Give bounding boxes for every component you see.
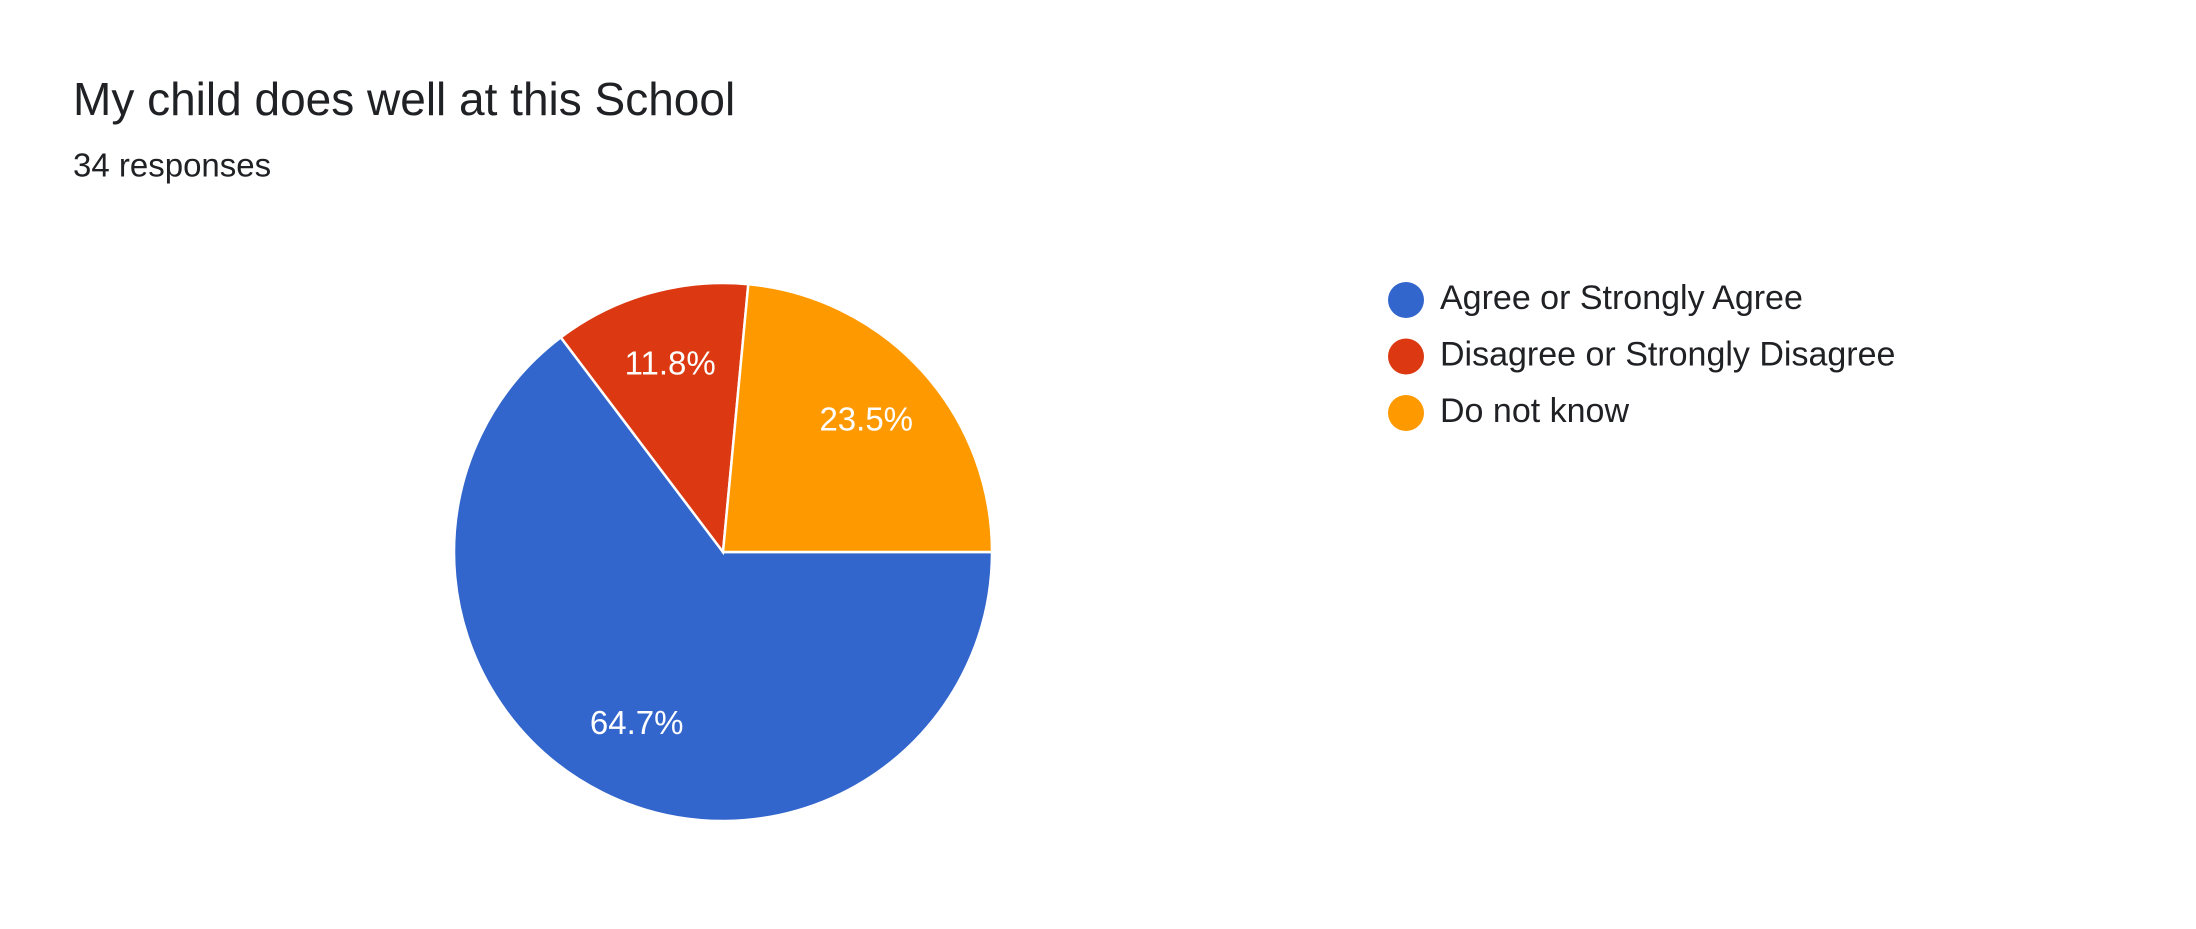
- legend-label: Do not know: [1440, 392, 1629, 430]
- data-label: 64.7%: [590, 704, 684, 741]
- chart-subtitle: 34 responses: [73, 147, 271, 184]
- legend-marker: [1388, 338, 1424, 375]
- data-label: 23.5%: [819, 400, 913, 437]
- legend-marker: [1388, 395, 1424, 431]
- data-label: 11.8%: [625, 344, 716, 381]
- pie-slice: [559, 281, 750, 556]
- chart-title: My child does well at this School: [73, 73, 735, 125]
- pie-slice: [452, 335, 994, 823]
- legend-marker: [1388, 282, 1424, 318]
- legend-label: Disagree or Strongly Disagree: [1440, 335, 1895, 373]
- legend-label: Agree or Strongly Agree: [1440, 279, 1803, 317]
- pie-slice: [721, 282, 994, 554]
